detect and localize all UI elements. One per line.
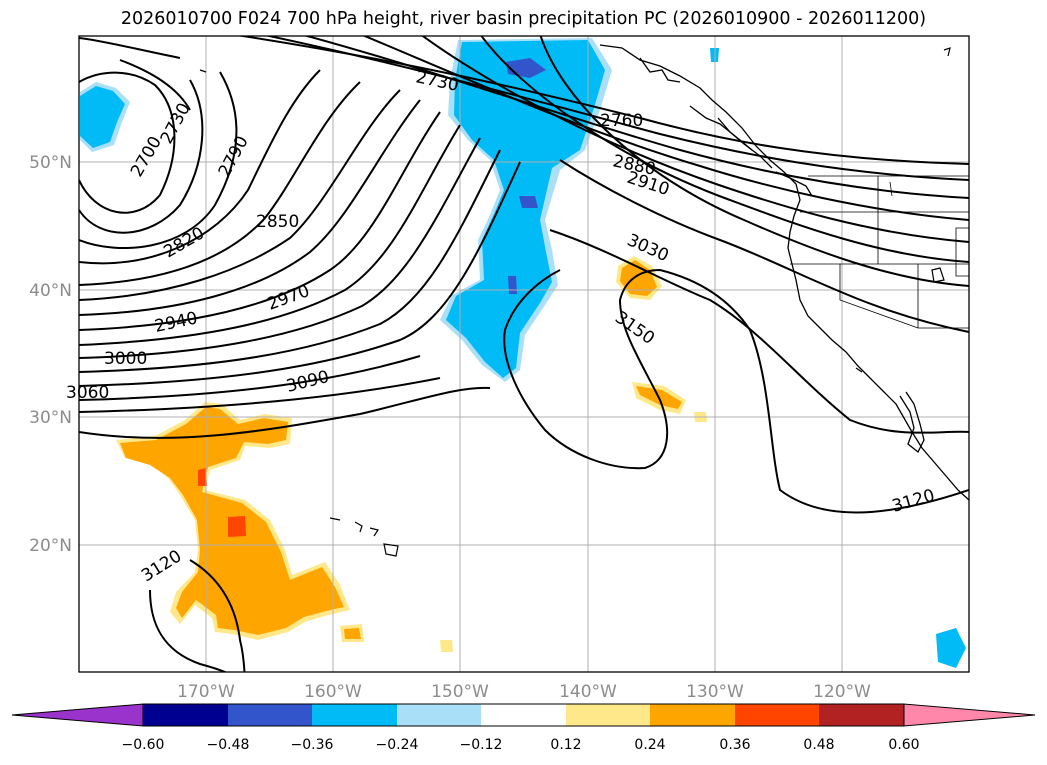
colorbar-segment xyxy=(735,704,819,726)
colorbar-segment xyxy=(481,704,566,726)
blue-patch-northwest-core xyxy=(80,86,125,148)
colorbar-extend-left xyxy=(11,703,144,727)
lon-axis: 170°W 160°W 150°W 140°W 130°W 120°W xyxy=(177,682,871,702)
colorbar-tick: 0.12 xyxy=(550,737,581,753)
map-title: 2026010700 F024 700 hPa height, river ba… xyxy=(120,9,927,29)
lon-label: 170°W xyxy=(177,682,235,702)
colorbar-segment xyxy=(228,704,312,726)
height-contours xyxy=(79,36,969,672)
colorbar: −0.60 −0.48 −0.36 −0.24 −0.12 0.12 0.24 … xyxy=(11,703,1036,753)
orange-dot-southwest xyxy=(344,628,361,639)
lat-label: 30°N xyxy=(29,408,72,428)
colorbar-tick: 0.24 xyxy=(634,737,665,753)
colorbar-segment xyxy=(397,704,481,726)
blue-band xyxy=(446,40,605,378)
contour-label: 3000 xyxy=(104,349,147,369)
map-area xyxy=(79,36,969,672)
red-spot-small xyxy=(198,468,207,486)
orange-dot-south xyxy=(440,640,453,652)
lon-label: 140°W xyxy=(559,682,617,702)
contour-label: 3060 xyxy=(66,383,109,403)
colorbar-tick: −0.36 xyxy=(291,737,334,753)
colorbar-extend-right xyxy=(903,703,1036,727)
lon-label: 160°W xyxy=(304,682,362,702)
colorbar-tick: 0.60 xyxy=(888,737,919,753)
lat-label: 50°N xyxy=(29,153,72,173)
orange-patch-northeast xyxy=(620,260,657,296)
dark-blue-spot-south xyxy=(508,276,517,294)
colorbar-tick: −0.12 xyxy=(460,737,503,753)
lat-label: 40°N xyxy=(29,281,72,301)
colorbar-tick: −0.60 xyxy=(122,737,165,753)
contour-label: 2760 xyxy=(600,111,643,131)
colorbar-segment xyxy=(650,704,735,726)
colorbar-segment xyxy=(312,704,397,726)
islands xyxy=(199,47,951,557)
colorbar-segment xyxy=(819,704,904,726)
lon-label: 130°W xyxy=(686,682,744,702)
colorbar-tick: 0.48 xyxy=(803,737,834,753)
colorbar-segment xyxy=(143,704,228,726)
colorbar-tick: −0.48 xyxy=(207,737,250,753)
lat-axis: 50°N 40°N 30°N 20°N xyxy=(29,153,72,556)
red-spot-large xyxy=(228,516,246,537)
lon-label: 120°W xyxy=(813,682,871,702)
lat-label: 20°N xyxy=(29,536,72,556)
map-frame xyxy=(78,35,970,673)
negative-precip-shading xyxy=(80,38,966,668)
positive-precip-shading xyxy=(116,256,707,652)
contour-label: 2850 xyxy=(256,212,299,232)
colorbar-tick: 0.36 xyxy=(719,737,750,753)
colorbar-segment xyxy=(566,704,650,726)
lon-label: 150°W xyxy=(431,682,489,702)
dark-blue-spot-middle xyxy=(519,196,538,208)
colorbar-tick: −0.24 xyxy=(376,737,419,753)
graticule xyxy=(79,36,969,672)
state-borders xyxy=(790,175,969,329)
blue-patch-southeast xyxy=(936,628,966,668)
